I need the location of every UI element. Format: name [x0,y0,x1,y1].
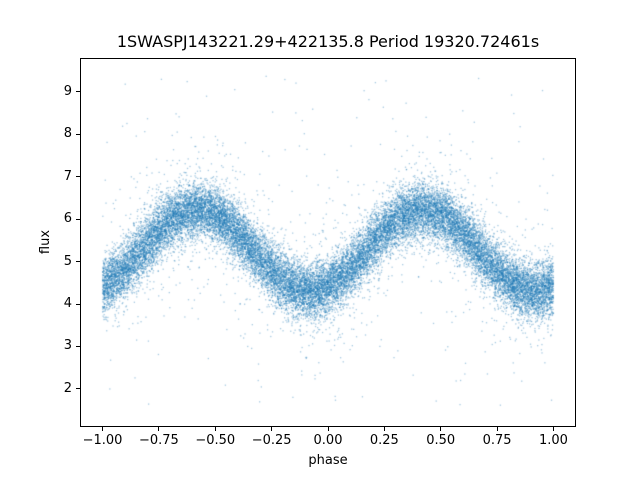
y-tick-mark [76,218,80,220]
y-tick-mark [76,303,80,305]
y-tick-mark [76,133,80,135]
y-tick-mark [76,388,80,390]
x-tick-mark [552,427,554,431]
x-tick-label: 0.50 [426,433,456,448]
x-tick-mark [496,427,498,431]
x-tick-mark [271,427,273,431]
x-tick-label: −0.25 [251,433,292,448]
x-tick-mark [214,427,216,431]
x-tick-mark [158,427,160,431]
y-tick-mark [76,261,80,263]
x-tick-label: −1.00 [82,433,123,448]
y-tick-mark [76,176,80,178]
x-tick-label: 0.75 [482,433,512,448]
x-tick-label: −0.75 [138,433,179,448]
y-tick-label: 3 [63,338,72,354]
y-tick-label: 5 [63,253,72,269]
y-tick-label: 9 [63,83,72,99]
x-tick-label: 0.00 [313,433,343,448]
y-tick-label: 2 [63,380,72,396]
chart-title: 1SWASPJ143221.29+422135.8 Period 19320.7… [116,32,540,51]
y-tick-label: 4 [63,296,72,311]
y-tick-mark [76,345,80,347]
x-axis-label: phase [308,453,348,468]
x-tick-mark [383,427,385,431]
x-tick-mark [440,427,442,431]
y-tick-label: 8 [63,126,72,142]
x-tick-mark [102,427,104,431]
x-tick-label: 0.25 [369,433,399,448]
x-tick-label: 1.00 [538,433,568,448]
x-tick-mark [327,427,329,431]
y-tick-label: 6 [63,211,72,227]
y-tick-label: 7 [63,168,72,184]
y-tick-mark [76,91,80,93]
x-tick-label: −0.50 [195,433,236,448]
